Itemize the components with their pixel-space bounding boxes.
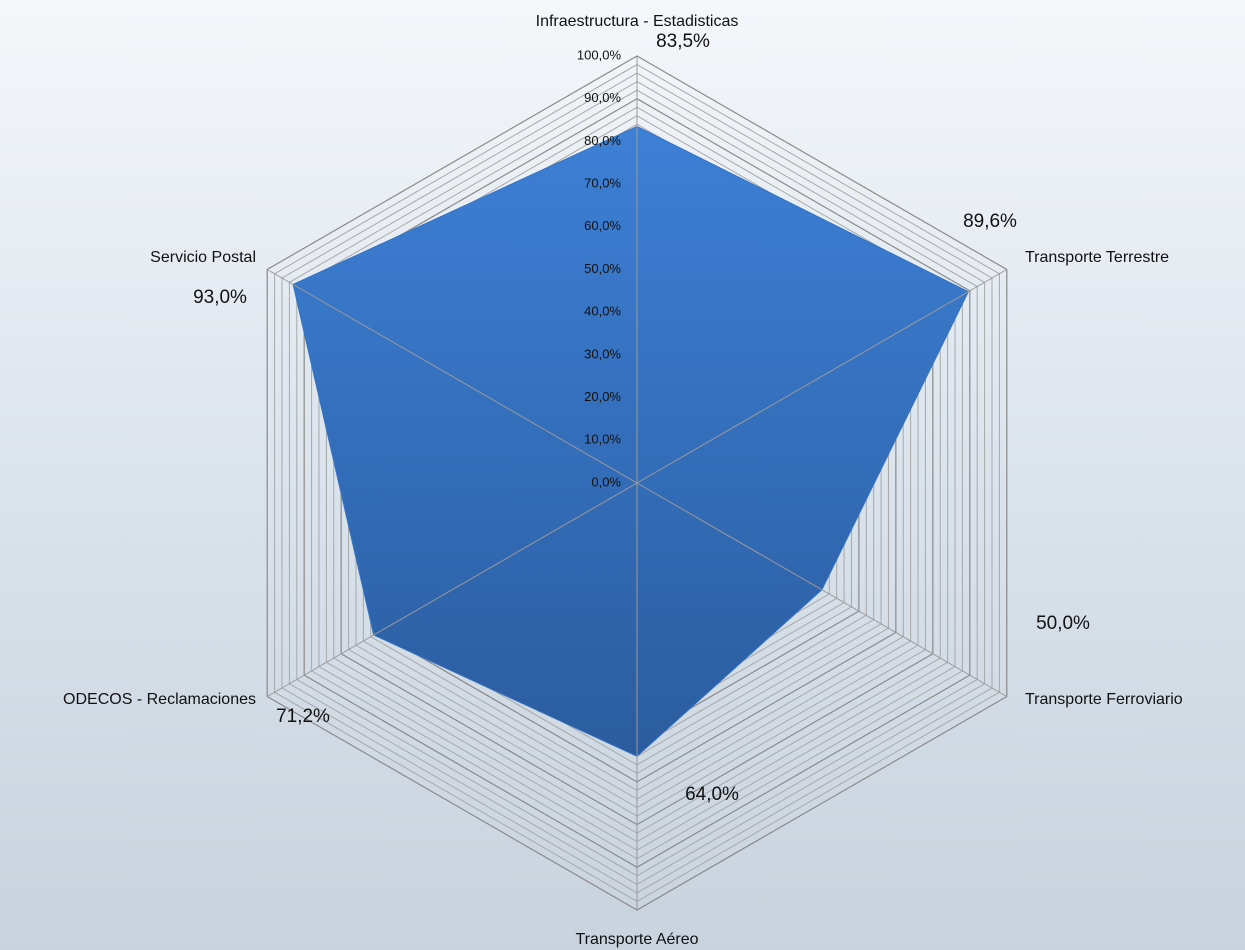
value-label: 83,5% [656, 31, 710, 52]
tick-label: 50,0% [584, 261, 621, 276]
tick-label: 30,0% [584, 346, 621, 361]
category-label: Transporte Aéreo [575, 931, 698, 948]
value-label: 93,0% [193, 287, 247, 308]
spoke [636, 482, 1008, 697]
tick-label: 100,0% [577, 47, 622, 62]
value-label: 89,6% [963, 211, 1017, 232]
category-label: Servicio Postal [150, 249, 256, 266]
tick-label: 60,0% [584, 218, 621, 233]
category-label: Transporte Ferroviario [1025, 691, 1183, 708]
tick-label: 40,0% [584, 304, 621, 319]
spoke [266, 269, 638, 484]
category-label: Transporte Terrestre [1025, 249, 1169, 266]
value-label: 64,0% [685, 784, 739, 805]
category-label: ODECOS - Reclamaciones [63, 691, 256, 708]
tick-label: 80,0% [584, 133, 621, 148]
category-label: Infraestructura - Estadisticas [536, 13, 739, 30]
tick-label: 90,0% [584, 90, 621, 105]
tick-label: 0,0% [591, 474, 621, 489]
value-label: 50,0% [1036, 613, 1090, 634]
tick-label: 10,0% [584, 432, 621, 447]
tick-label: 20,0% [584, 389, 621, 404]
plot: 0,0% 10,0% 20,0% 30,0% 40,0% 50,0% 60,0% 70,0% 8… [63, 13, 1183, 948]
value-label: 71,2% [276, 706, 330, 727]
spoke [636, 269, 1008, 484]
tick-label: 70,0% [584, 176, 621, 191]
spoke [266, 482, 638, 697]
